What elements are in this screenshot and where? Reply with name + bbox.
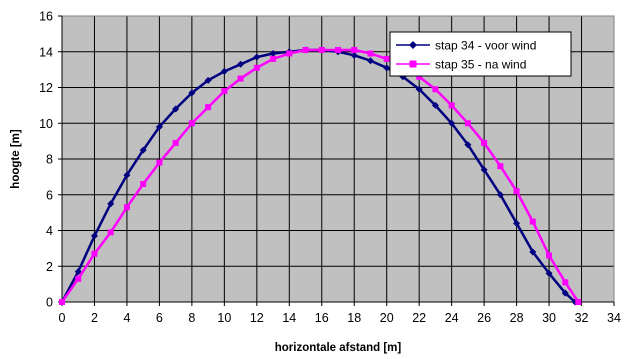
x-tick-label: 18 [347, 311, 361, 325]
data-point [464, 141, 472, 149]
data-point [59, 299, 65, 305]
data-point [513, 219, 521, 227]
data-point [383, 64, 391, 72]
data-point [545, 269, 553, 277]
x-tick-label: 20 [380, 311, 394, 325]
x-tick-label: 2 [91, 311, 98, 325]
legend-diamond-marker [409, 41, 417, 49]
data-point [220, 67, 228, 75]
x-tick-label: 34 [607, 311, 621, 325]
y-tick-label: 4 [46, 224, 53, 238]
data-point [107, 200, 115, 208]
data-point [91, 250, 98, 257]
data-point [432, 86, 439, 93]
data-point [237, 60, 245, 68]
legend-label-series-1: stap 34 - voor wind [435, 39, 536, 53]
legend-box [389, 31, 572, 77]
x-tick-label: 16 [315, 311, 329, 325]
data-point [253, 64, 260, 71]
axes [58, 15, 615, 306]
y-tick-label: 0 [46, 296, 53, 310]
y-axis-title: hoogte [m] [10, 129, 22, 189]
y-tick-label: 2 [46, 260, 53, 274]
x-tick-label: 6 [156, 311, 163, 325]
y-tick-label: 6 [46, 188, 53, 202]
data-point [366, 57, 374, 65]
data-point [156, 159, 163, 166]
data-point [335, 46, 341, 53]
x-tick-label: 22 [412, 311, 426, 325]
data-point [204, 76, 212, 84]
data-point [172, 105, 180, 113]
data-point [139, 146, 147, 154]
x-tick-label: 28 [510, 311, 524, 325]
x-tick-label: 30 [542, 311, 556, 325]
x-tick-label: 0 [59, 311, 66, 325]
data-point [416, 73, 423, 80]
y-tick-label: 14 [39, 45, 53, 59]
data-point [481, 139, 488, 146]
x-tick-label: 26 [477, 311, 491, 325]
legend: stap 34 - voor wind stap 35 - na wind [389, 31, 572, 77]
x-tick-label: 4 [123, 311, 130, 325]
x-tick-label: 24 [445, 311, 459, 325]
data-point [415, 85, 423, 93]
data-point [302, 46, 309, 53]
data-point [205, 104, 212, 111]
series-layer [58, 46, 582, 306]
x-tick-label: 10 [217, 311, 231, 325]
data-point [497, 163, 504, 170]
tick-labels: 0 2 4 6 8 10 12 14 16 18 20 22 24 26 28 30 32 34024681012… [39, 10, 621, 326]
data-point [237, 75, 244, 82]
data-point [529, 248, 537, 256]
data-point [74, 268, 82, 276]
data-point [155, 123, 163, 131]
data-point [270, 55, 277, 62]
data-point [90, 232, 98, 240]
data-point [318, 46, 325, 53]
data-point [286, 50, 293, 57]
data-point [172, 139, 179, 146]
data-point [367, 50, 374, 57]
data-point [221, 88, 228, 95]
data-point [123, 171, 131, 179]
y-tick-label: 12 [39, 81, 53, 95]
x-tick-label: 8 [188, 311, 195, 325]
legend-square-marker [409, 60, 417, 68]
y-tick-label: 8 [46, 153, 53, 167]
data-point [529, 218, 536, 225]
data-point [448, 102, 455, 109]
data-point [496, 191, 504, 199]
data-point [140, 181, 147, 188]
data-point [383, 55, 390, 62]
data-point [480, 166, 488, 174]
data-point [561, 289, 569, 297]
data-point [575, 299, 582, 305]
data-point [188, 89, 196, 97]
series-2 [59, 46, 582, 305]
grid [62, 16, 614, 302]
data-point [188, 120, 195, 127]
data-point [448, 119, 456, 127]
data-point [464, 120, 471, 127]
data-point [513, 188, 520, 195]
data-point [431, 101, 439, 109]
legend-label-series-2: stap 35 - na wind [435, 58, 526, 72]
x-axis-title: horizontale afstand [m] [275, 342, 402, 354]
data-point [75, 275, 82, 282]
data-point [351, 46, 358, 53]
data-point [350, 51, 358, 59]
data-point [123, 204, 130, 211]
y-tick-label: 10 [39, 117, 53, 131]
x-tick-label: 32 [575, 311, 589, 325]
x-tick-label: 12 [250, 311, 264, 325]
data-point [253, 53, 261, 61]
data-point [562, 279, 569, 286]
data-point [107, 229, 114, 236]
data-point [269, 50, 277, 58]
y-tick-label: 16 [39, 10, 53, 24]
data-point [546, 252, 553, 259]
x-tick-label: 14 [282, 311, 296, 325]
